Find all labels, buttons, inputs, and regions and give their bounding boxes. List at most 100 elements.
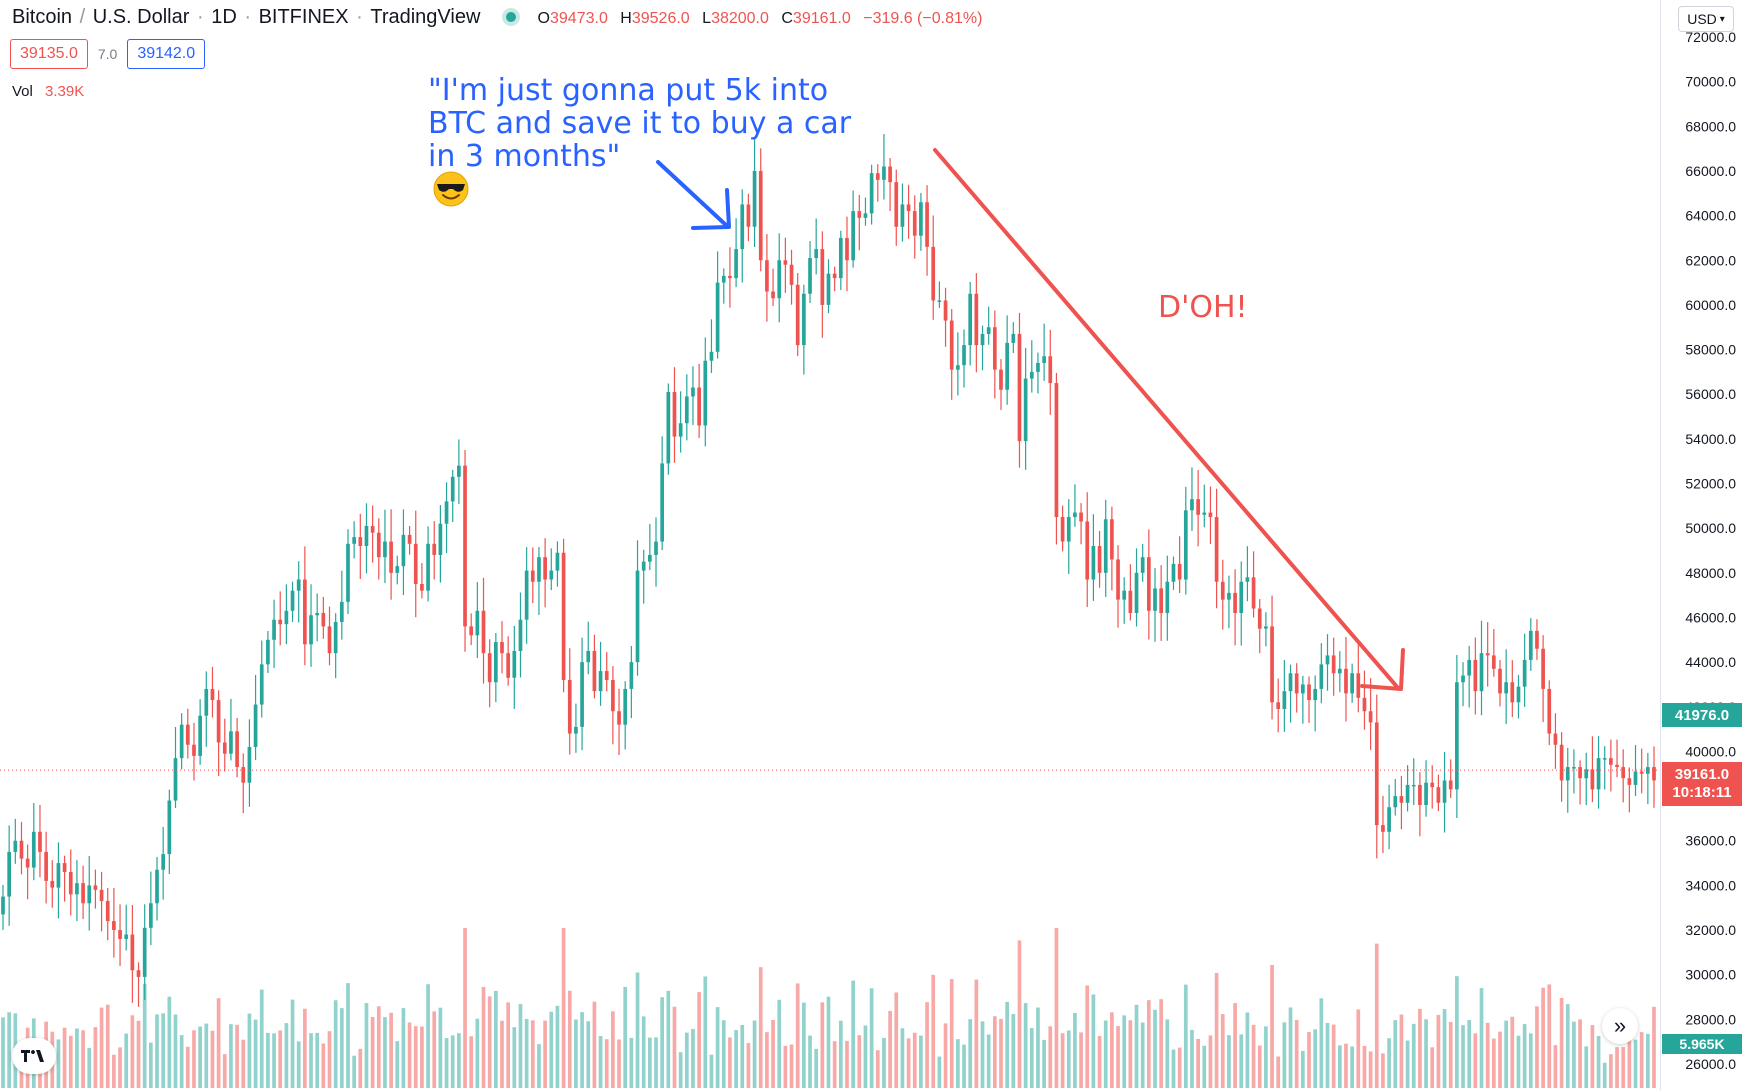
candle-body — [1270, 626, 1274, 703]
volume-bar — [906, 1038, 911, 1088]
candle-body — [845, 237, 849, 261]
candle-body — [1633, 771, 1638, 785]
candle-body — [1220, 581, 1225, 600]
quote-currency[interactable]: U.S. Dollar — [92, 6, 190, 28]
volume-bar — [407, 1022, 412, 1088]
candle-body — [1036, 362, 1040, 372]
candle-body — [980, 333, 985, 346]
volume-bar — [1325, 1022, 1330, 1088]
candle-body — [149, 903, 153, 928]
candle-body — [931, 246, 936, 301]
candle-body — [136, 970, 141, 977]
candlestick-chart[interactable] — [0, 0, 1660, 1090]
price-axis-label: 62000.0 — [1685, 252, 1736, 268]
candle-body — [475, 610, 480, 636]
volume-bar — [992, 1016, 997, 1088]
volume-bar — [1596, 1036, 1601, 1088]
volume-legend[interactable]: Vol 3.39K — [12, 83, 84, 100]
volume-bar — [728, 1037, 732, 1088]
buy-price-button[interactable]: 39142.0 — [127, 39, 206, 69]
volume-bar — [420, 1026, 424, 1088]
volume-bar — [481, 986, 486, 1088]
volume-bar — [894, 992, 899, 1088]
volume-bar — [697, 992, 701, 1088]
candle-body — [968, 293, 973, 346]
volume-bar — [1073, 1012, 1077, 1088]
volume-bar — [296, 1041, 301, 1088]
candle-body — [1547, 688, 1552, 734]
volume-bar — [155, 1014, 159, 1088]
volume-value: 3.39K — [45, 83, 85, 100]
volume-bar — [1467, 1020, 1472, 1088]
volume-bar — [1584, 1046, 1589, 1088]
volume-bar — [543, 1020, 547, 1088]
candle-body — [235, 731, 239, 768]
candle-body — [1165, 581, 1170, 614]
price-axis-label: 36000.0 — [1685, 833, 1736, 849]
sell-price-button[interactable]: 39135.0 — [10, 39, 88, 69]
candle-body — [1331, 655, 1336, 674]
candle-body — [204, 688, 209, 716]
volume-bar — [278, 1030, 283, 1088]
volume-bar — [641, 1016, 646, 1088]
volume-bar — [358, 1048, 363, 1088]
candle-body — [112, 921, 116, 931]
volume-bar — [1609, 1054, 1613, 1088]
candle-body — [19, 840, 24, 859]
candle-body — [1399, 796, 1404, 803]
candle-body — [426, 543, 430, 591]
candle-body — [697, 387, 701, 426]
candle-body — [383, 541, 387, 558]
volume-bar — [142, 983, 147, 1088]
price-axis[interactable]: 72000.0 70000.0 68000.0 66000.0 64000.0 62000… — [1660, 0, 1742, 1090]
volume-bar — [623, 986, 628, 1088]
candle-body — [105, 901, 110, 922]
candle-body — [1029, 371, 1034, 379]
volume-bar — [666, 990, 671, 1088]
candle-body — [1171, 563, 1176, 582]
candle-body — [253, 704, 258, 747]
volume-bar — [1615, 1047, 1619, 1088]
candle-body — [222, 742, 227, 754]
candle-body — [1498, 668, 1502, 694]
candle-body — [1097, 546, 1102, 573]
volume-bar — [611, 1011, 615, 1088]
symbol-name[interactable]: Bitcoin — [12, 6, 73, 28]
candle-body — [1110, 519, 1114, 560]
candle-body — [1159, 588, 1164, 614]
candle-body — [647, 554, 652, 562]
volume-bar — [222, 1054, 227, 1088]
price-axis-label: 48000.0 — [1685, 565, 1736, 581]
volume-bar — [1381, 1053, 1385, 1088]
candle-body — [506, 653, 511, 678]
candle-body — [130, 934, 135, 971]
candle-body — [1387, 807, 1391, 832]
volume-bar — [68, 1035, 73, 1088]
candle-body — [598, 671, 603, 692]
volume-bar — [684, 1032, 689, 1088]
candle-body — [937, 300, 942, 302]
volume-bar — [1239, 1034, 1244, 1088]
price-axis-label: 64000.0 — [1685, 208, 1736, 224]
volume-bar — [1331, 1024, 1336, 1088]
candle-body — [1079, 512, 1083, 522]
interval[interactable]: 1D — [211, 6, 237, 28]
volume-bar — [1054, 928, 1059, 1088]
last-price-tag: 39161.0 10:18:11 — [1662, 762, 1742, 806]
tradingview-logo-icon[interactable] — [12, 1038, 56, 1074]
volume-bar — [1048, 1026, 1053, 1088]
scroll-to-realtime-button[interactable]: » — [1602, 1008, 1638, 1044]
currency-selector[interactable]: USD ▾ — [1678, 6, 1734, 32]
volume-bar — [210, 1030, 215, 1088]
volume-bar — [814, 1048, 819, 1088]
candle-body — [241, 767, 246, 783]
candle-body — [229, 731, 233, 754]
candle-body — [919, 202, 923, 236]
volume-bar — [518, 1004, 523, 1088]
volume-bar — [389, 1012, 393, 1088]
high-value: 39526.0 — [631, 10, 690, 27]
candle-body — [838, 237, 843, 279]
candle-body — [1535, 630, 1539, 649]
candle-body — [450, 476, 455, 502]
price-axis-label: 44000.0 — [1685, 654, 1736, 670]
